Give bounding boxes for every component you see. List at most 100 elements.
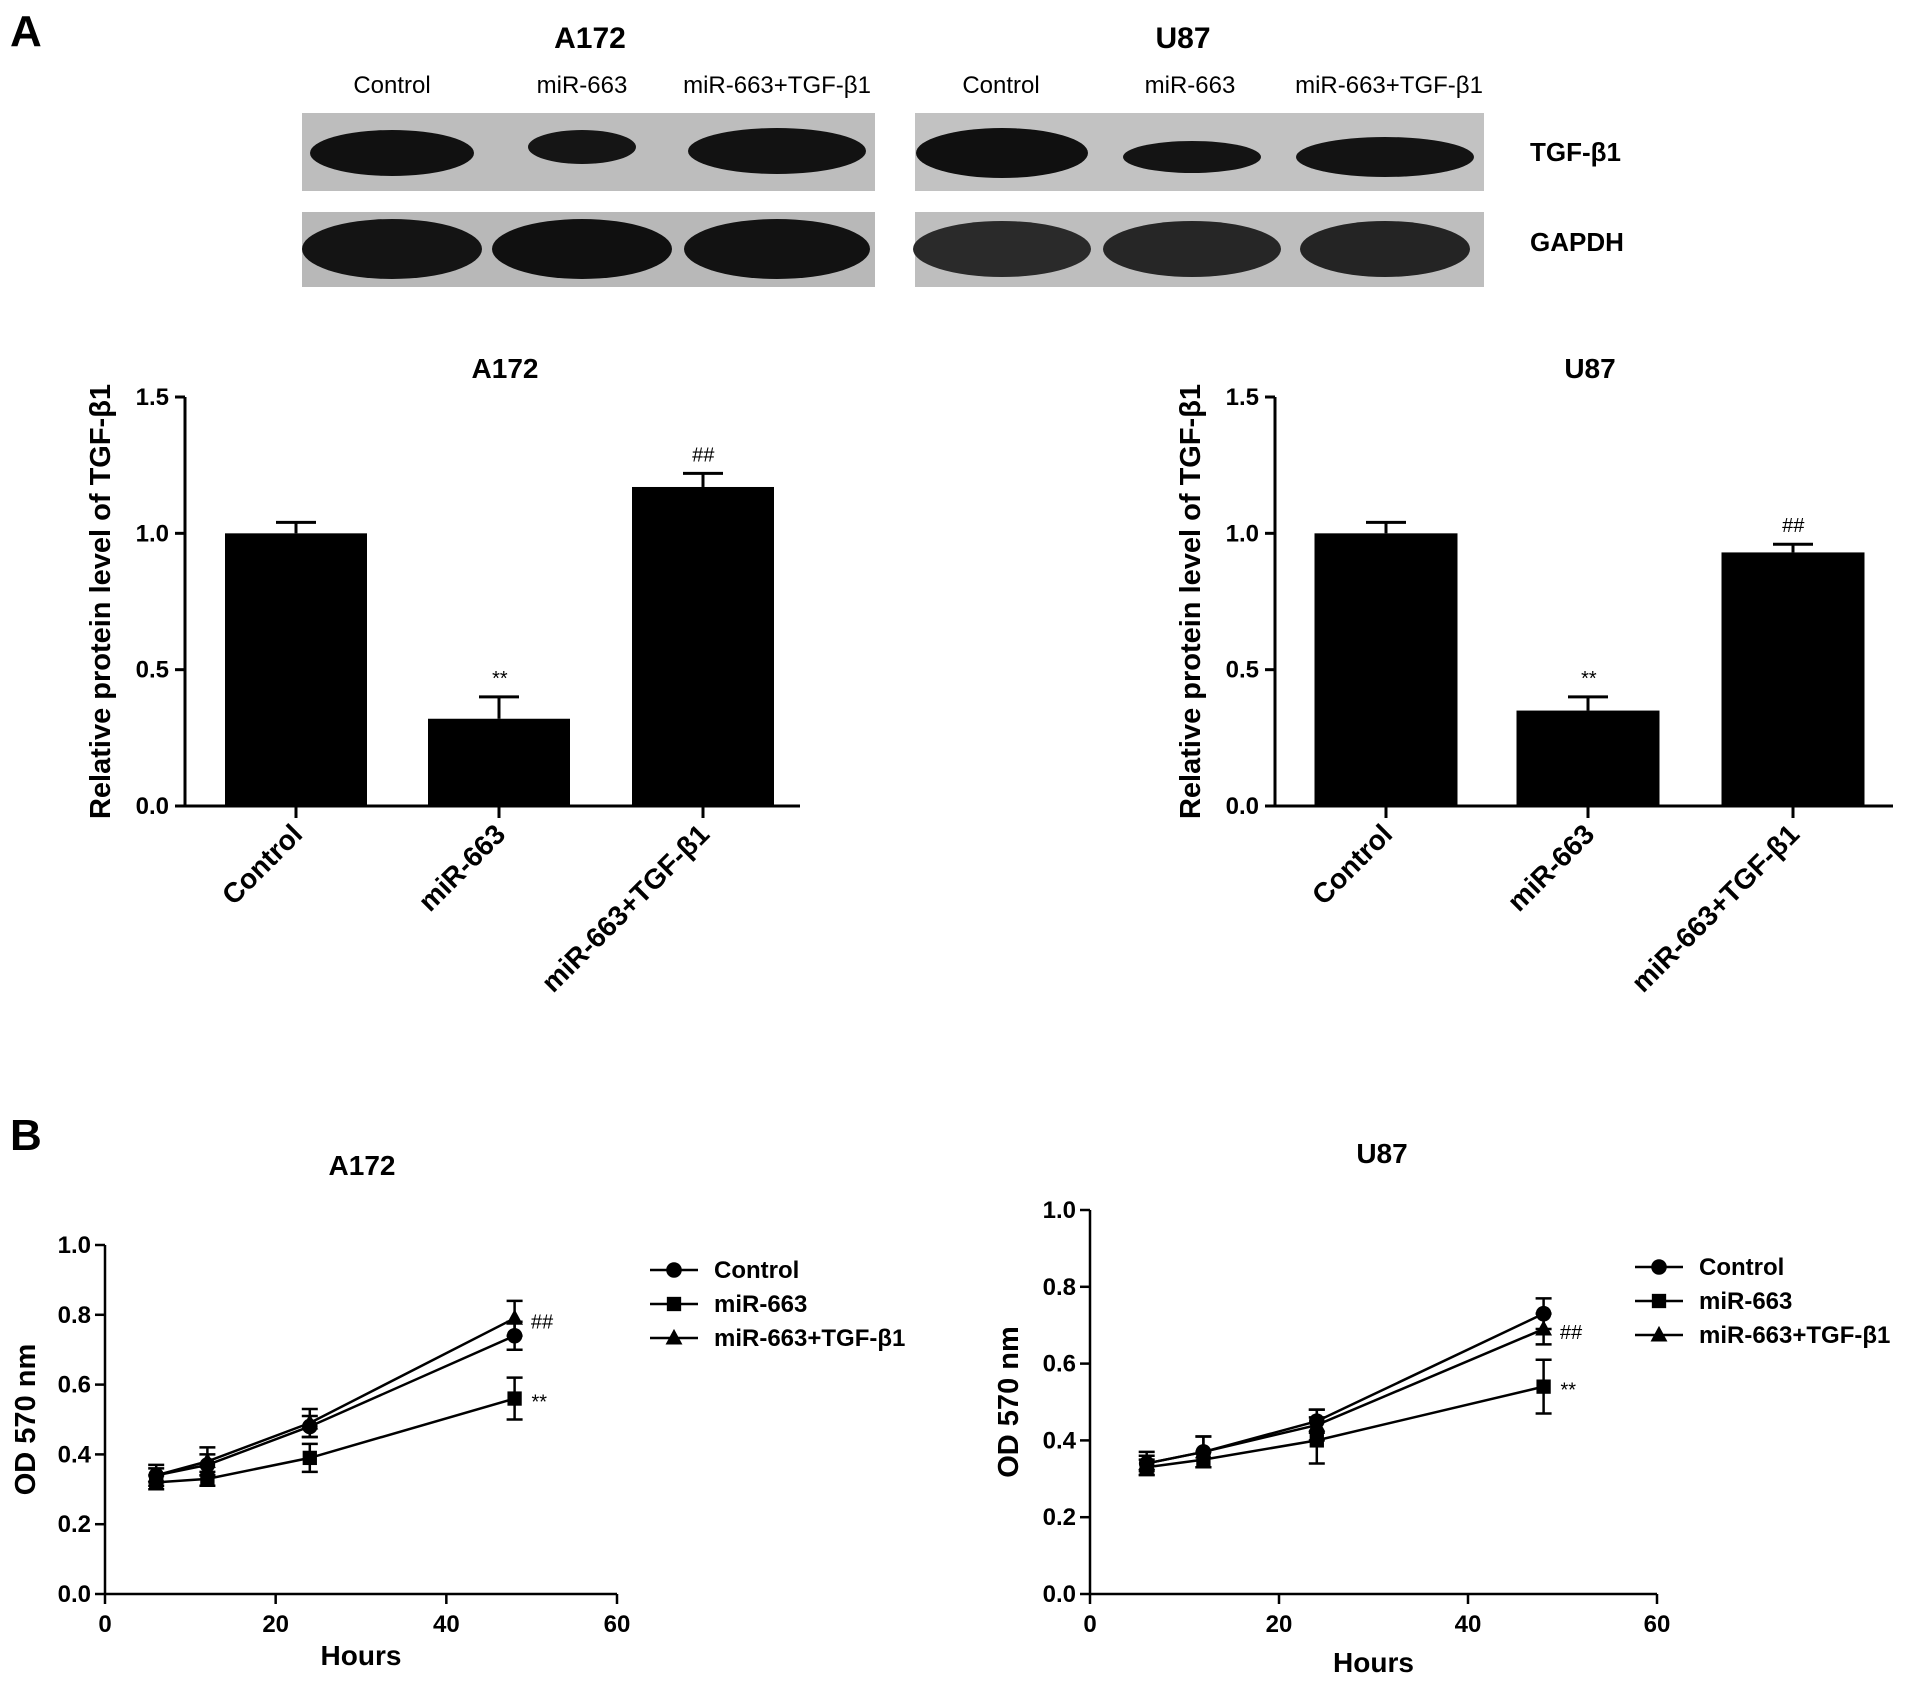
y-tick-label: 0.5 [136, 657, 169, 684]
bar [1516, 710, 1660, 806]
blot-band [302, 219, 482, 279]
significance-marker: ** [1580, 668, 1597, 690]
blot-title-a172: A172 [554, 22, 626, 55]
x-category-label: miR-663+TGF-β1 [1625, 818, 1805, 998]
x-axis-label: Hours [1333, 1647, 1414, 1678]
point-marker-square [507, 1391, 522, 1406]
point-marker-square [1651, 1293, 1667, 1309]
blot-protein-tgfb1: TGF-β1 [1530, 137, 1621, 167]
panel-label-b: B [10, 1111, 42, 1160]
y-tick-label: 0.0 [1043, 1581, 1076, 1608]
blot-band [1103, 221, 1281, 277]
x-axis-label: Hours [321, 1640, 402, 1671]
blot-band [684, 219, 870, 279]
y-axis-label: OD 570 nm [993, 1326, 1025, 1478]
blot-protein-gapdh: GAPDH [1530, 227, 1624, 257]
point-marker-square [666, 1296, 682, 1312]
western-blot: A172 U87 Control miR-663 miR-663+TGF-β1 … [302, 22, 1624, 287]
chart-title: U87 [1356, 1138, 1407, 1169]
x-tick-label: 40 [1455, 1611, 1482, 1638]
y-tick-label: 0.4 [1043, 1427, 1077, 1454]
x-tick-label: 60 [604, 1611, 631, 1638]
legend-label: Control [714, 1257, 799, 1284]
point-marker-triangle [1138, 1454, 1156, 1470]
y-tick-label: 1.0 [1226, 520, 1259, 547]
blot-band [916, 128, 1088, 178]
significance-marker: ## [531, 1311, 554, 1333]
blot-lane-label: miR-663 [1145, 72, 1236, 99]
blot-lane-label: Control [353, 72, 430, 99]
legend-label: miR-663 [1699, 1288, 1792, 1315]
y-axis-label: Relative protein level of TGF-β1 [1175, 384, 1207, 819]
point-marker-triangle [1308, 1415, 1326, 1432]
bar-chart-a172: A172 Relative protein level of TGF-β1 0.0 0… [85, 353, 800, 998]
legend-label: Control [1699, 1254, 1784, 1281]
series-line [1146, 1312, 1545, 1465]
y-tick-label: 0.4 [58, 1441, 92, 1468]
y-tick-label: 0.2 [58, 1511, 91, 1538]
bar [428, 718, 570, 806]
point-marker-triangle [301, 1413, 319, 1430]
y-tick-label: 1.5 [1226, 384, 1259, 411]
x-tick-label: 20 [262, 1611, 289, 1638]
significance-marker: ** [1560, 1380, 1577, 1402]
blot-lane-label: miR-663 [537, 72, 628, 99]
y-tick-label: 0.0 [58, 1581, 91, 1608]
y-tick-label: 0.0 [1226, 793, 1259, 820]
blot-lane-label: Control [962, 72, 1039, 99]
series-line [156, 1397, 515, 1484]
x-category-label: Control [216, 818, 308, 910]
y-axis-label: Relative protein level of TGF-β1 [85, 384, 117, 819]
y-axis-label: OD 570 nm [10, 1344, 42, 1496]
x-category-label: miR-663 [1501, 818, 1600, 917]
y-tick-label: 1.0 [136, 520, 169, 547]
x-tick-label: 20 [1266, 1611, 1293, 1638]
panel-label-a: A [10, 7, 42, 56]
blot-lane-label: miR-663+TGF-β1 [1295, 72, 1483, 99]
point-marker-triangle [1535, 1319, 1553, 1336]
line-chart-a172: A172 OD 570 nm Hours 0.0 0.2 0.4 0.6 0.8 1.0 0 20 4… [10, 1150, 905, 1671]
bar-chart-u87: U87 Relative protein level of TGF-β1 0.0 0.… [1175, 353, 1893, 998]
blot-title-u87: U87 [1155, 22, 1210, 55]
blot-band [913, 221, 1091, 277]
blot-band [310, 130, 474, 176]
point-marker-square [1536, 1379, 1551, 1394]
x-category-label: miR-663+TGF-β1 [535, 818, 715, 998]
point-marker-triangle [1650, 1325, 1668, 1342]
point-marker-triangle [1194, 1442, 1212, 1459]
y-tick-label: 1.5 [136, 384, 169, 411]
x-category-label: Control [1306, 818, 1398, 910]
y-tick-label: 0.8 [58, 1302, 91, 1329]
series-line [1146, 1385, 1544, 1469]
series-line [155, 1317, 516, 1477]
y-tick-label: 0.6 [1043, 1351, 1076, 1378]
x-tick-label: 40 [433, 1611, 460, 1638]
significance-marker: ** [491, 668, 508, 690]
point-marker-triangle [147, 1466, 165, 1482]
y-tick-label: 0.0 [136, 793, 169, 820]
bar [632, 486, 774, 806]
blot-band [688, 128, 866, 174]
blot-band [492, 219, 672, 279]
bar [1314, 533, 1458, 806]
legend-label: miR-663+TGF-β1 [714, 1325, 905, 1352]
x-tick-label: 0 [98, 1611, 111, 1638]
line-chart-u87: U87 OD 570 nm Hours 0.0 0.2 0.4 0.6 0.8 1.0 0 20 40… [993, 1138, 1890, 1678]
significance-marker: ## [1782, 515, 1805, 537]
legend-label: miR-663+TGF-β1 [1699, 1322, 1890, 1349]
series-line [155, 1334, 516, 1477]
point-marker-triangle [198, 1452, 216, 1468]
point-marker-circle [666, 1262, 682, 1278]
y-tick-label: 0.6 [58, 1372, 91, 1399]
bar [225, 533, 367, 806]
point-marker-square [302, 1450, 317, 1466]
chart-title: A172 [329, 1150, 396, 1181]
significance-marker: ** [531, 1392, 548, 1414]
y-tick-label: 0.8 [1043, 1274, 1076, 1301]
significance-marker: ## [1560, 1322, 1583, 1344]
x-tick-label: 0 [1083, 1611, 1096, 1638]
blot-band [1296, 137, 1474, 177]
significance-marker: ## [692, 444, 715, 466]
legend-label: miR-663 [714, 1291, 807, 1318]
